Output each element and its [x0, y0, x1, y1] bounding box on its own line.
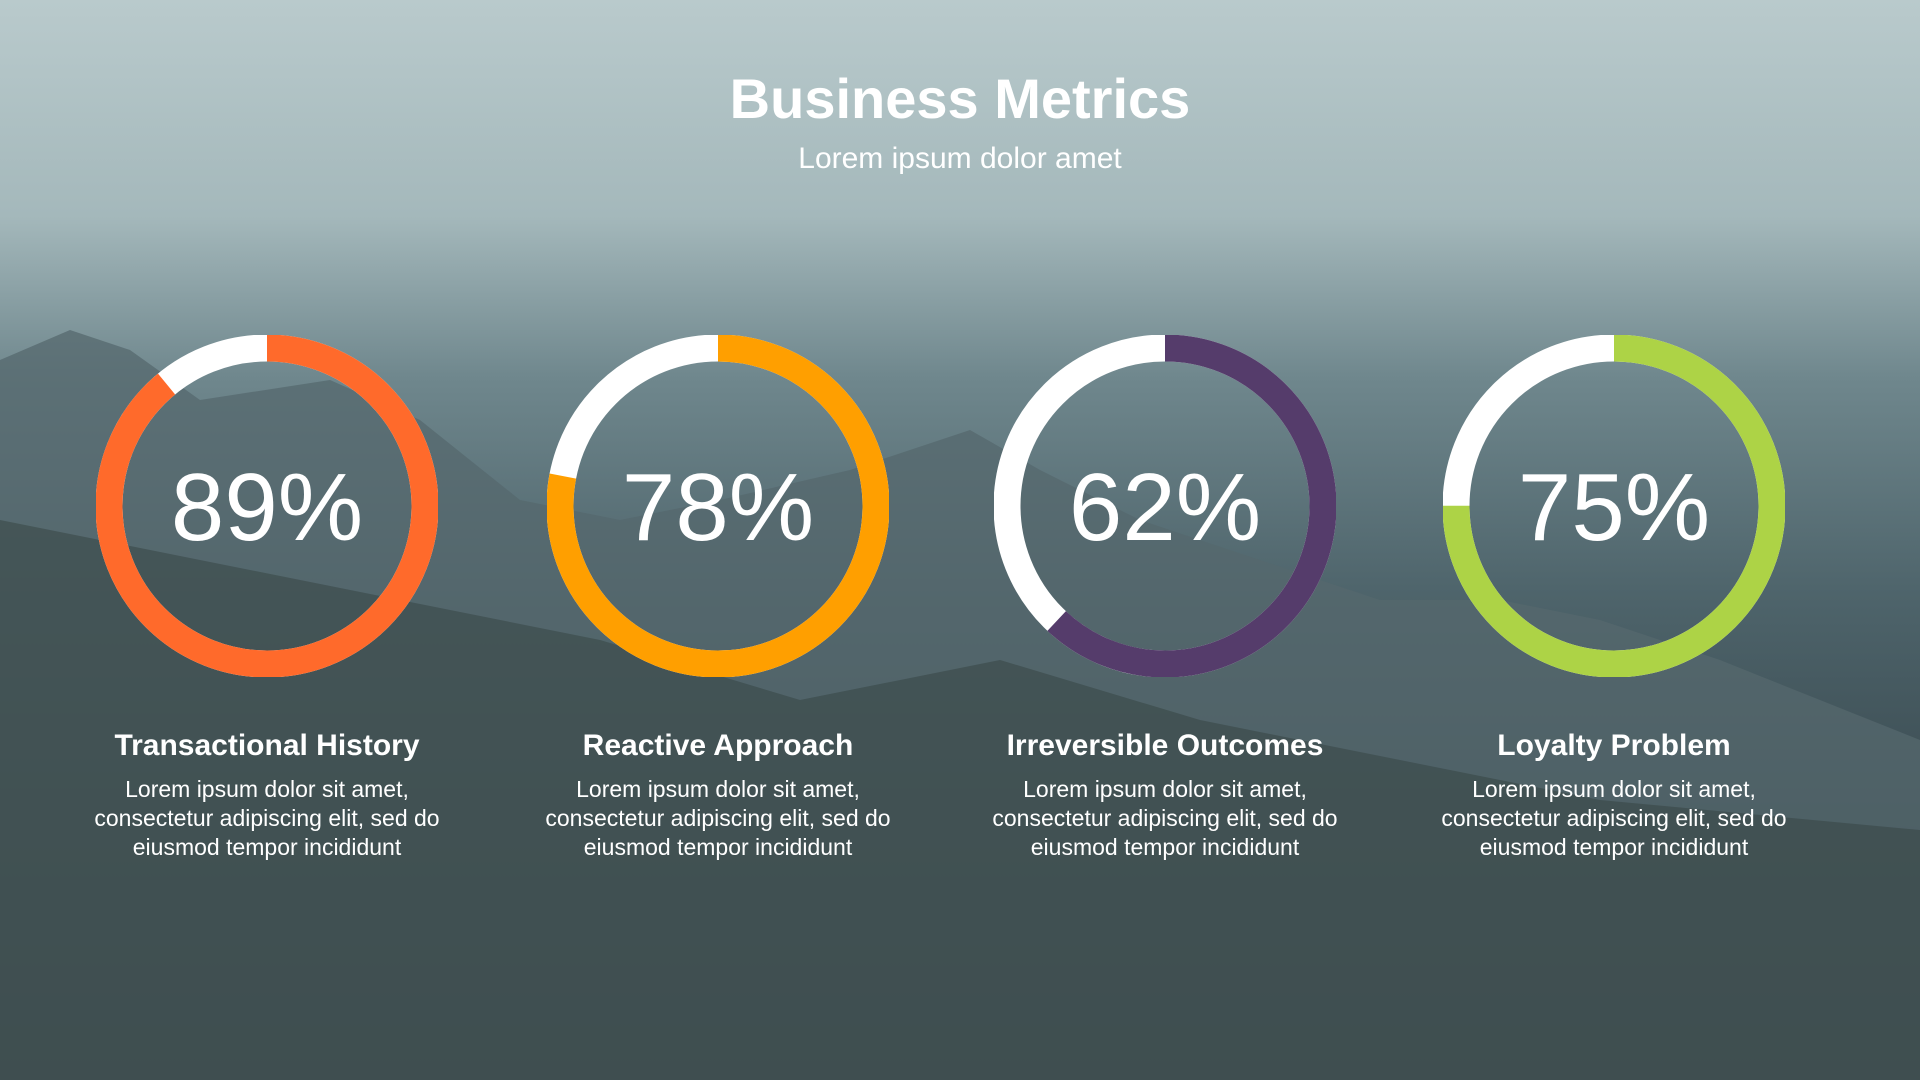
metric-card: 78% Reactive Approach Lorem ipsum dolor … [488, 335, 948, 862]
metric-card: 62% Irreversible Outcomes Lorem ipsum do… [935, 335, 1395, 862]
metric-description: Lorem ipsum dolor sit amet, consectetur … [992, 776, 1338, 860]
ring-progress-arc [994, 335, 1336, 677]
page-subtitle: Lorem ipsum dolor amet [798, 142, 1122, 175]
progress-ring [994, 335, 1336, 677]
metric-percent: 62% [1068, 454, 1262, 561]
metric-percent: 75% [1517, 454, 1711, 561]
progress-ring [96, 335, 438, 677]
metric-percent: 78% [621, 454, 815, 561]
metric-label: Transactional History [114, 729, 420, 762]
metric-description: Lorem ipsum dolor sit amet, consectetur … [94, 776, 440, 860]
metric-label: Loyalty Problem [1497, 729, 1731, 762]
metric-description: Lorem ipsum dolor sit amet, consectetur … [545, 776, 891, 860]
progress-ring [1443, 335, 1785, 677]
ring-progress-arc [96, 335, 438, 677]
ring-progress-arc [547, 335, 889, 677]
progress-ring [547, 335, 889, 677]
metric-description: Lorem ipsum dolor sit amet, consectetur … [1441, 776, 1787, 860]
metric-card: 75% Loyalty Problem Lorem ipsum dolor si… [1384, 335, 1844, 862]
metric-percent: 89% [170, 454, 364, 561]
metric-label: Irreversible Outcomes [1006, 729, 1324, 762]
ring-progress-arc [1443, 335, 1785, 677]
page-title: Business Metrics [729, 67, 1191, 130]
metric-card: 89% Transactional History Lorem ipsum do… [37, 335, 497, 862]
metric-label: Reactive Approach [582, 729, 854, 762]
